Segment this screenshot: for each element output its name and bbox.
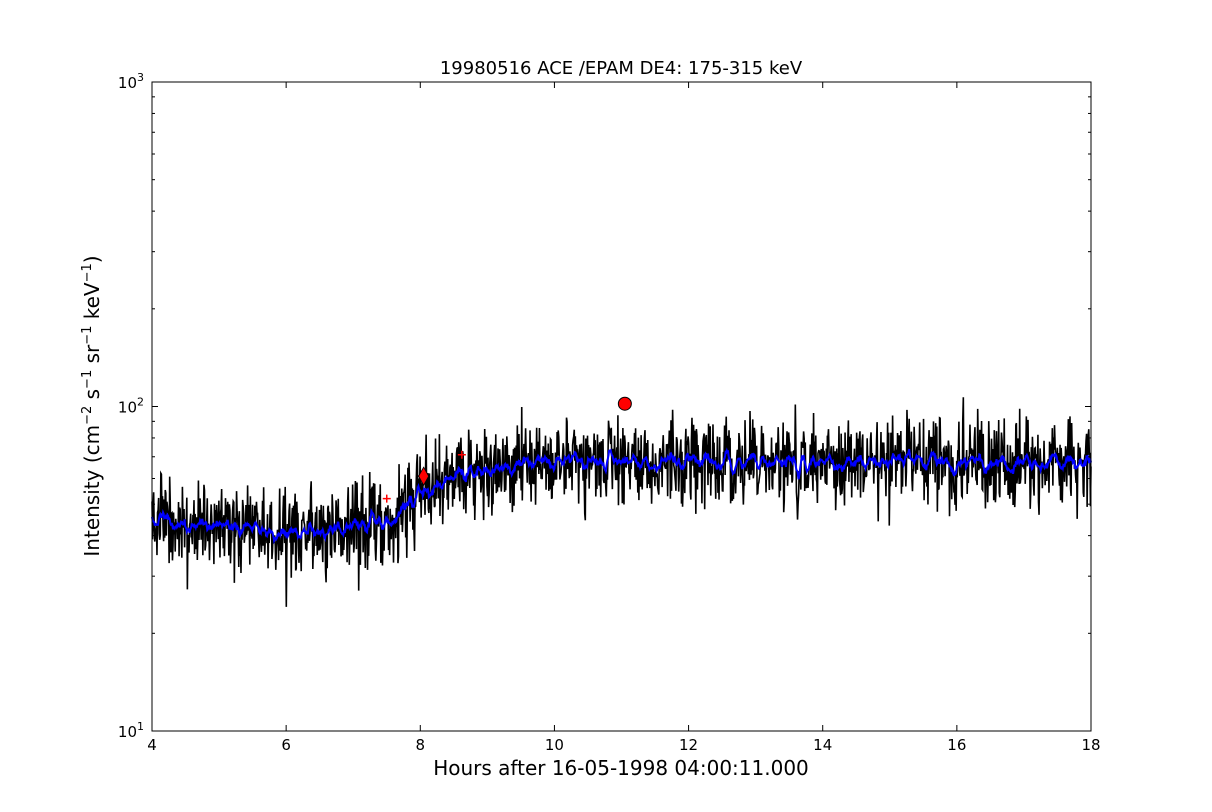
- series-line-raw: [151, 397, 1092, 607]
- plus-marker: [457, 450, 466, 459]
- x-axis-label: Hours after 16-05-1998 04:00:11.000: [433, 756, 809, 780]
- circle-marker: [617, 396, 632, 411]
- plus-marker: [382, 494, 391, 503]
- x-tick-label: 10: [545, 736, 564, 754]
- series-line-smoothed: [151, 447, 1092, 545]
- x-tick-label: 8: [416, 736, 426, 754]
- x-tick-label: 16: [947, 736, 966, 754]
- diamond-marker: [418, 466, 430, 486]
- x-tick-label: 14: [813, 736, 832, 754]
- x-tick-label: 18: [1081, 736, 1100, 754]
- y-tick-label: 101: [118, 720, 144, 741]
- y-axis-label: Intensity (cm−2 s−1 sr−1 keV−1): [80, 255, 104, 556]
- x-tick-label: 6: [281, 736, 291, 754]
- y-axis: 101 102 103: [118, 71, 1091, 741]
- x-tick-label: 4: [147, 736, 157, 754]
- y-tick-label: 103: [118, 71, 144, 92]
- y-tick-label: 102: [118, 396, 144, 417]
- x-tick-label: 12: [679, 736, 698, 754]
- x-axis: 4 6 8 10 12 14 16 18: [147, 82, 1101, 754]
- chart-title: 19980516 ACE /EPAM DE4: 175-315 keV: [440, 58, 803, 79]
- plot-area: [151, 396, 1092, 607]
